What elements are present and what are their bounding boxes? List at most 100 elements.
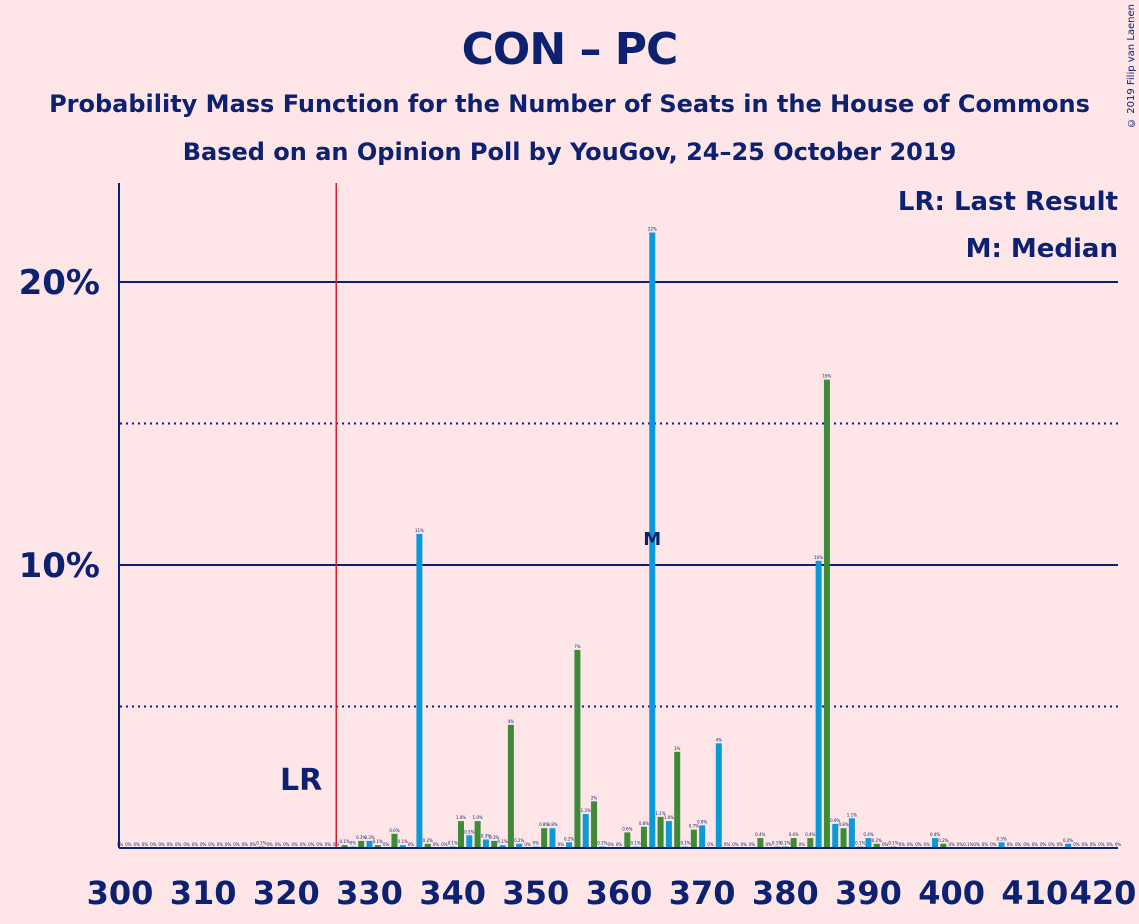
bar-388 [848,818,855,848]
data-label-394: 0% [899,842,906,847]
data-label-385: 16% [822,374,831,379]
data-label-338: 0% [433,842,440,847]
data-label-376: 0% [749,842,756,847]
x-tick-410: 410 [1001,874,1068,912]
data-label-300: 0% [117,842,124,847]
bar-363 [640,826,647,848]
y-tick-10%: 10% [19,546,100,586]
data-label-375: 0% [741,842,748,847]
data-label-363: 0.8% [639,821,649,826]
data-label-305: 0% [158,842,165,847]
data-label-420: 0% [1115,842,1122,847]
data-label-413: 0% [1057,842,1064,847]
data-label-395: 0% [907,842,914,847]
chart-title: CON – PC [461,24,679,75]
data-labels: 0%0%0%0%0%0%0%0%0%0%0%0%0%0%0%0%0%0.1%0%… [117,227,1122,847]
bar-365 [657,816,664,848]
data-label-382: 0% [799,842,806,847]
bar-384 [815,560,822,848]
data-label-362: 0.1% [631,841,641,846]
x-tick-360: 360 [586,874,653,912]
data-label-389: 0.1% [855,841,865,846]
data-label-412: 0% [1048,842,1055,847]
bar-399 [940,843,947,848]
bar-354 [566,842,573,848]
data-label-358: 0.1% [597,841,607,846]
data-label-403: 0% [973,842,980,847]
data-label-330: 0.3% [364,835,374,840]
data-label-368: 0.1% [680,841,690,846]
data-label-355: 7% [574,644,581,649]
data-label-401: 0% [957,842,964,847]
bar-345 [491,840,498,848]
data-label-351: 0.8% [539,822,549,827]
legend-last-result: LR: Last Result [898,187,1118,217]
x-tick-370: 370 [669,874,736,912]
x-tick-300: 300 [87,874,154,912]
data-label-332: 0% [383,842,390,847]
data-label-323: 0% [308,842,315,847]
bar-341 [457,821,464,848]
data-label-409: 0% [1023,842,1030,847]
x-tick-420: 420 [1070,874,1137,912]
data-label-308: 0% [183,842,190,847]
data-label-353: 0% [558,842,565,847]
bar-344 [482,839,489,848]
data-label-334: 0.1% [398,839,408,844]
data-label-324: 0% [316,842,323,847]
data-label-399: 0.2% [938,838,948,843]
legend-median: M: Median [966,234,1118,264]
data-label-356: 1.2% [581,808,591,813]
bar-367 [674,751,681,848]
data-label-372: 4% [716,737,723,742]
last-result-label: LR [280,763,322,798]
data-label-404: 0% [982,842,989,847]
data-label-328: 0% [350,841,357,846]
chart-source: Based on an Opinion Poll by YouGov, 24–2… [182,138,957,166]
bar-398 [932,838,939,848]
bar-346 [499,845,506,848]
data-label-359: 0% [608,842,615,847]
data-label-397: 0% [924,842,931,847]
bar-406 [998,842,1005,848]
data-label-410: 0% [1032,842,1039,847]
data-label-398: 0.4% [930,832,940,837]
bar-370 [699,825,706,848]
data-label-416: 0% [1082,842,1089,847]
bar-329 [358,840,365,848]
data-label-311: 0% [208,842,215,847]
data-label-414: 0.2% [1063,838,1073,843]
data-label-417: 0% [1090,842,1097,847]
data-label-336: 11% [415,528,424,533]
data-label-366: 1.0% [664,815,674,820]
data-label-337: 0.2% [423,838,433,843]
bar-366 [665,821,672,848]
data-label-415: 0% [1073,842,1080,847]
bar-387 [840,828,847,848]
data-label-402: 0.1% [963,842,973,847]
data-label-378: 0% [766,842,773,847]
x-tick-320: 320 [253,874,320,912]
data-label-391: 0.2% [872,838,882,843]
data-label-317: 0.1% [256,841,266,846]
data-label-303: 0% [142,842,149,847]
y-tick-20%: 20% [19,263,100,303]
data-label-387: 0.8% [838,822,848,827]
data-label-320: 0% [283,842,290,847]
data-label-329: 0.3% [356,835,366,840]
data-label-340: 0.1% [448,841,458,846]
bar-337 [424,843,431,848]
bar-347 [507,724,514,848]
median-marker: M [643,529,661,550]
data-label-354: 0.2% [564,836,574,841]
data-label-386: 0.9% [830,818,840,823]
data-label-418: 0% [1098,842,1105,847]
data-label-331: 0.1% [373,839,383,844]
gridlines [120,281,1118,708]
bar-377 [757,838,764,848]
bar-333 [391,833,398,848]
bar-357 [591,801,598,848]
data-label-407: 0% [1007,842,1014,847]
data-label-313: 0% [225,842,232,847]
bar-391 [873,843,880,848]
